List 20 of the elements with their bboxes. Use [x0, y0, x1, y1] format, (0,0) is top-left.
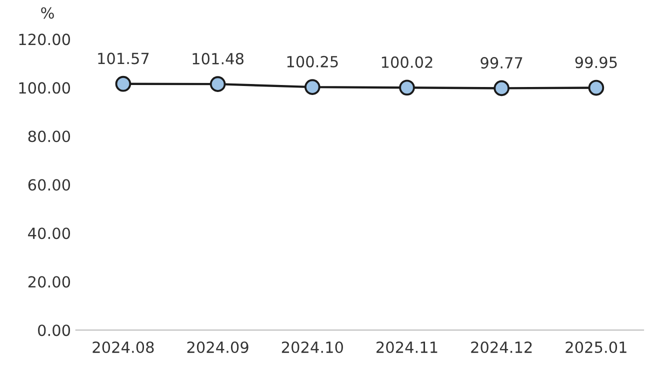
data-label: 100.02: [382, 56, 432, 68]
data-label: 99.77: [480, 57, 522, 69]
y-tick-label: 60.00: [28, 179, 70, 191]
x-tick-label: 2024.08: [92, 341, 154, 354]
y-tick-label: 120.00: [19, 34, 70, 46]
data-label: 101.57: [98, 52, 149, 64]
x-tick-label: 2024.10: [282, 341, 343, 354]
y-tick-label: 20.00: [28, 276, 70, 288]
y-tick-label: 40.00: [28, 228, 70, 240]
y-tick-label: 0.00: [38, 324, 70, 336]
x-tick-label: 2024.11: [376, 341, 438, 354]
data-label: 99.95: [575, 56, 617, 68]
y-tick-label: 100.00: [19, 82, 70, 94]
x-tick-label: 2024.12: [471, 341, 532, 354]
data-label: 101.48: [192, 52, 244, 64]
data-label: 100.25: [287, 56, 338, 68]
x-tick-label: 2024.09: [187, 341, 248, 354]
y-tick-label: 80.00: [28, 130, 70, 142]
x-tick-label: 2025.01: [566, 341, 626, 354]
y-axis-title: %: [41, 7, 54, 19]
